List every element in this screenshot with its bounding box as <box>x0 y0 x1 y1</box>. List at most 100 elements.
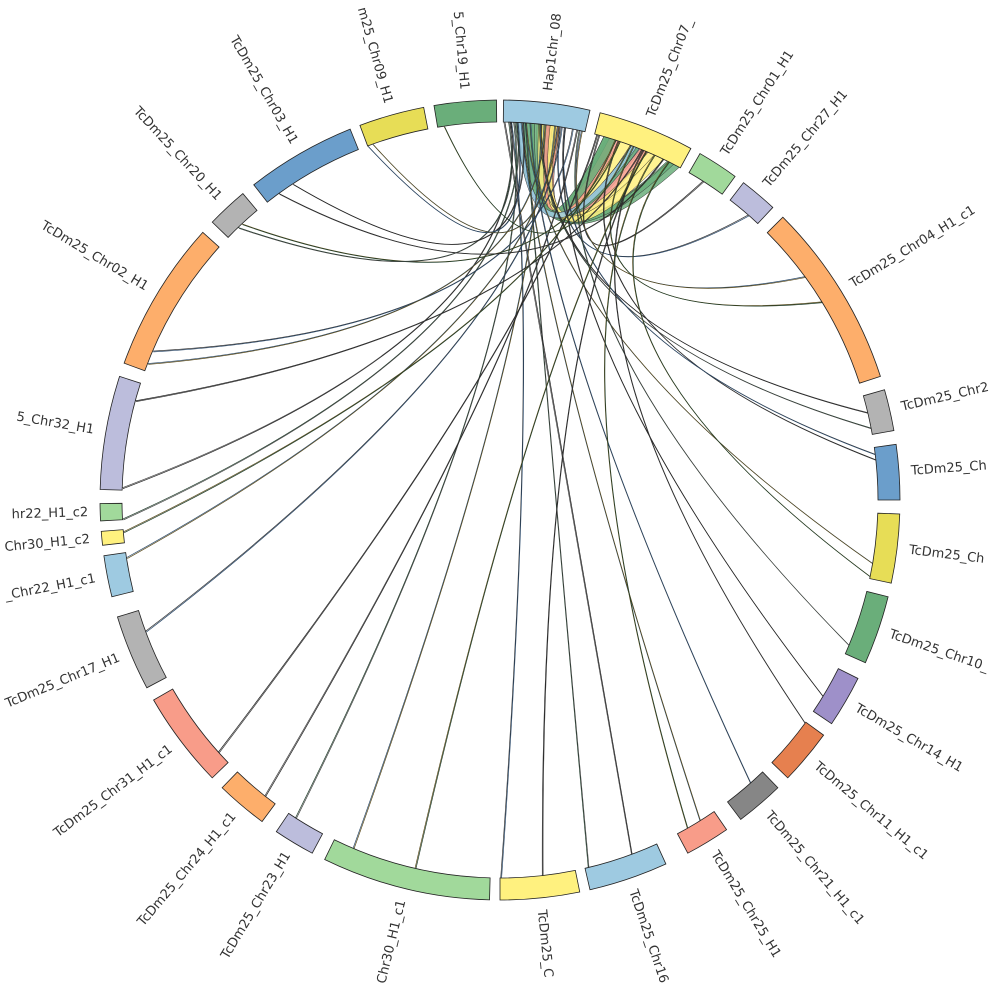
segment <box>771 721 825 779</box>
node-label: TcDm25_Ch <box>907 543 985 567</box>
segment <box>812 668 859 725</box>
node-label: _Chr22_H1_c1 <box>3 571 97 604</box>
link <box>632 161 871 577</box>
segment <box>275 812 324 854</box>
link <box>353 124 543 850</box>
link <box>541 151 647 876</box>
link <box>123 139 617 534</box>
link <box>295 122 517 819</box>
node-label: TcDm25_Chr20_H1 <box>129 103 224 203</box>
segment <box>211 193 258 238</box>
link <box>242 141 621 263</box>
node-label: hr22_H1_c2 <box>11 505 88 522</box>
segment <box>862 389 895 435</box>
link <box>153 128 574 353</box>
segment <box>844 590 889 664</box>
node-label: TcDm25_Chr16 <box>625 887 671 985</box>
segment <box>324 839 491 901</box>
segment <box>502 99 591 133</box>
segment <box>99 375 142 491</box>
link <box>604 154 689 830</box>
link <box>122 122 519 520</box>
link <box>368 122 521 233</box>
node-label: TcDm25_Chr04_H1_c1 <box>847 203 979 292</box>
link <box>218 134 599 754</box>
link <box>265 129 579 797</box>
link <box>122 122 514 489</box>
link <box>444 126 632 234</box>
node-label: Chr30_H1_c1 <box>374 898 409 985</box>
segment <box>869 512 901 584</box>
link <box>292 122 524 245</box>
link <box>264 129 578 797</box>
node-label: 5_Chr19_H1 <box>450 11 472 91</box>
node-label: m25_Chr09_H1 <box>354 6 395 106</box>
node-label: TcDm25_Chr23_H1 <box>218 849 294 962</box>
node-label: TcDm25_Chr14_H1 <box>851 701 965 776</box>
segment <box>116 610 167 689</box>
node-label: TcDm25_Chr31_H1_c1 <box>50 742 175 841</box>
segment <box>221 771 276 823</box>
node-label: TcDm25_Chr11_H1_c1 <box>810 758 931 863</box>
segment <box>359 106 429 147</box>
node-label: TcDm25_Chr25_H1 <box>707 847 784 960</box>
link <box>146 126 563 633</box>
link <box>148 124 546 365</box>
node-label: TcDm25_Chr2 <box>899 380 991 415</box>
link <box>632 161 872 578</box>
link <box>152 128 573 352</box>
links <box>122 121 877 879</box>
node-label: TcDm25_Chr03_H1 <box>226 33 301 147</box>
node-label: TcDm25_Chr24_H1_c1 <box>134 810 239 931</box>
link <box>135 149 644 402</box>
link <box>145 126 562 632</box>
segment <box>676 810 728 854</box>
link <box>126 126 558 559</box>
node-label: TcDm25_Chr27_H1 <box>760 87 851 191</box>
link <box>583 135 704 247</box>
link <box>563 127 825 698</box>
link <box>603 140 877 461</box>
segment <box>153 688 229 779</box>
link <box>524 122 589 868</box>
link <box>295 122 518 819</box>
segment <box>729 182 774 225</box>
ring <box>99 99 901 901</box>
segment <box>584 843 667 891</box>
node-label: TcDm25_Chr10_ <box>886 627 991 676</box>
node-label: TcDm25_Chr17_H1 <box>3 651 123 712</box>
link <box>504 121 633 856</box>
link <box>123 122 520 521</box>
segment <box>100 529 125 546</box>
segment <box>123 231 220 372</box>
segment <box>766 216 881 384</box>
node-label: TcDm25_Chr21_H1_c1 <box>761 808 867 928</box>
link <box>135 149 643 402</box>
node-label: TcDm25_C <box>534 908 556 978</box>
link <box>293 122 525 245</box>
labels: Hap1chr_08 TcDm25_Chr07_ TcDm25_Chr01_H1Tc… <box>3 6 992 985</box>
node-label: Chr30_H1_c2 <box>4 532 91 555</box>
link <box>279 158 665 255</box>
segment <box>499 869 581 901</box>
segment <box>103 552 134 598</box>
node-label: TcDm25_Ch <box>909 458 987 478</box>
link <box>610 146 823 307</box>
segment <box>726 771 779 821</box>
node-label: TcDm25_Chr07_ <box>644 16 697 120</box>
link <box>147 124 545 364</box>
segment <box>99 502 123 522</box>
link <box>127 126 559 559</box>
segment <box>253 128 359 203</box>
link <box>373 125 556 234</box>
link <box>123 139 616 533</box>
link <box>604 154 688 829</box>
segment <box>688 153 736 195</box>
link <box>614 150 807 725</box>
node-label: 5_Chr32_H1 <box>15 410 95 438</box>
node-label: TcDm25_Chr01_H1 <box>718 48 798 160</box>
segment <box>873 443 901 501</box>
segment <box>433 99 498 128</box>
link <box>218 134 598 753</box>
